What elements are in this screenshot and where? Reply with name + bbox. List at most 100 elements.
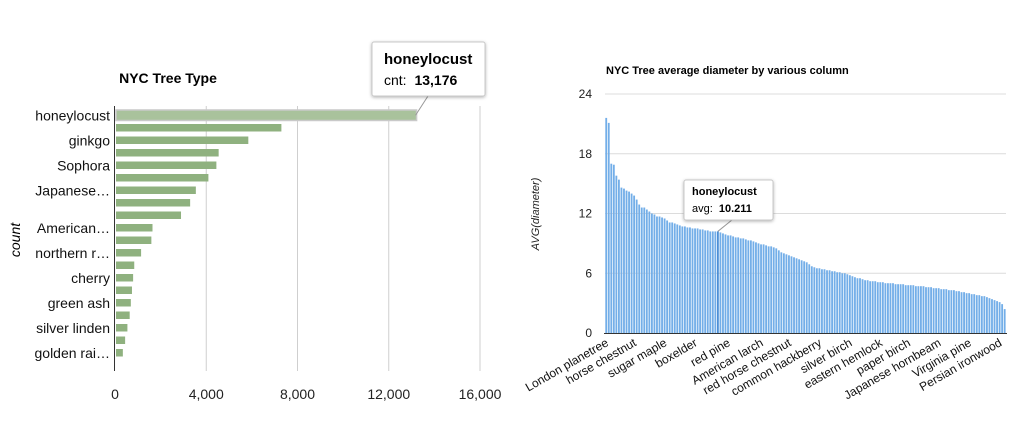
bar — [116, 286, 132, 294]
bar — [617, 179, 620, 333]
y-tick-label: 24 — [579, 87, 593, 101]
bar — [722, 233, 724, 333]
bar — [772, 247, 775, 333]
bar — [116, 261, 135, 269]
bar — [747, 240, 750, 333]
bar — [790, 256, 793, 333]
bar — [116, 211, 182, 219]
bar — [770, 246, 773, 333]
bar — [968, 293, 971, 333]
bar — [925, 287, 927, 333]
bar — [727, 235, 729, 333]
bar — [874, 281, 877, 333]
bar — [640, 207, 643, 333]
y-tick-labels: honeylocust ginkgo Sophora Japanese… America… — [35, 107, 111, 361]
bar — [610, 163, 613, 333]
bar — [706, 230, 709, 333]
y-tick-label: honeylocust — [35, 107, 110, 123]
x-tick-label: 16,000 — [459, 386, 502, 402]
svg-text:cnt: 13,176: cnt: 13,176 — [384, 72, 458, 88]
bar — [615, 175, 618, 333]
bar — [881, 282, 884, 333]
bar — [116, 186, 196, 194]
bar — [856, 278, 859, 333]
bar — [775, 248, 778, 333]
bar — [841, 273, 844, 333]
bar — [116, 324, 128, 332]
bar — [917, 286, 920, 333]
bar — [739, 238, 742, 333]
bar — [907, 285, 910, 333]
bar — [115, 109, 418, 122]
tooltip-key: avg: — [692, 203, 713, 215]
bar — [116, 236, 152, 244]
bar — [612, 164, 615, 333]
bar — [765, 245, 768, 333]
bar — [116, 199, 191, 207]
bar — [780, 252, 783, 333]
bar — [826, 270, 828, 333]
bar — [854, 277, 856, 333]
bar — [691, 228, 694, 333]
bar — [876, 282, 879, 333]
bar — [719, 232, 722, 333]
bar — [116, 249, 142, 257]
y-axis-label: count — [7, 222, 23, 257]
bar — [696, 228, 699, 333]
bar — [864, 280, 867, 333]
tooltip-pointer — [415, 95, 429, 116]
bar — [625, 190, 628, 333]
bar — [953, 290, 955, 333]
bar — [871, 281, 874, 333]
bar — [607, 122, 610, 333]
bar — [836, 272, 839, 333]
bar — [671, 222, 674, 333]
bar — [661, 217, 663, 333]
y-tick-labels: 0 6 12 18 24 — [579, 87, 593, 340]
bar — [638, 204, 641, 333]
bar — [803, 261, 806, 333]
bar — [884, 283, 887, 333]
bar — [859, 278, 861, 333]
bar — [1001, 304, 1004, 333]
bar — [635, 199, 638, 333]
bar — [805, 262, 808, 333]
bar — [793, 257, 795, 333]
bar — [777, 250, 780, 333]
chart-title: NYC Tree average diameter by various col… — [606, 65, 849, 77]
bar — [894, 284, 897, 333]
bar — [975, 295, 978, 333]
bar — [833, 271, 836, 333]
bar — [963, 292, 965, 333]
bar — [714, 231, 717, 333]
bar — [663, 218, 666, 333]
bar — [899, 284, 902, 333]
tooltip-pointer — [717, 219, 733, 232]
x-tick-label: 12,000 — [367, 386, 410, 402]
bar — [942, 289, 945, 333]
y-axis-label: AVG(diameter) — [530, 177, 542, 251]
bar — [838, 272, 841, 333]
bars — [115, 109, 418, 357]
x-tick-label: 8,000 — [280, 386, 315, 402]
bar — [116, 349, 123, 357]
bar — [623, 188, 625, 333]
bar — [658, 216, 661, 333]
bar — [673, 223, 676, 333]
bar — [991, 299, 993, 333]
bar — [716, 231, 719, 333]
bar — [630, 193, 633, 333]
bar — [116, 336, 126, 344]
bar — [912, 285, 915, 333]
y-tick-label: northern r… — [35, 245, 110, 261]
bar — [782, 253, 785, 333]
y-tick-label: 18 — [579, 147, 593, 161]
bar — [983, 296, 986, 333]
y-tick-label: golden rai… — [35, 345, 111, 361]
bar — [945, 289, 948, 333]
tooltip-value: 10.211 — [719, 203, 752, 215]
bar — [927, 287, 930, 333]
bar — [645, 209, 648, 333]
